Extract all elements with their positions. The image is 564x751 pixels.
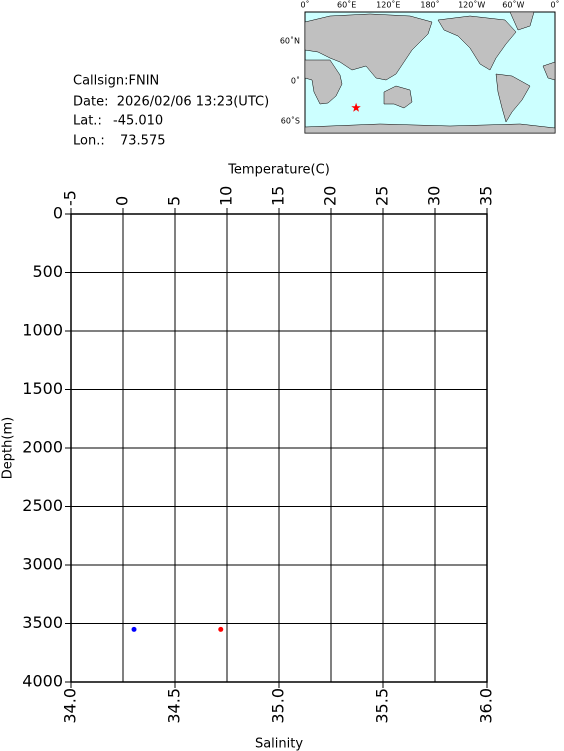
antarctica xyxy=(304,123,556,134)
map-lon-label: 180˚ xyxy=(420,0,439,10)
africa xyxy=(304,59,343,105)
south-america xyxy=(495,73,531,123)
y-tick-label: 3000 xyxy=(22,555,63,574)
x-tick-label: 36.0 xyxy=(477,688,496,724)
map-lat-label: 60˚N xyxy=(280,35,300,45)
x-tick-label: 35.5 xyxy=(373,688,392,724)
x-axis-title: Salinity xyxy=(255,737,303,751)
map-labels: 0˚ 60˚E 120˚E 180˚ 120˚W 60˚W 0˚ 60˚N 0˚ 60˚S xyxy=(280,0,560,126)
map-lon-label: 0˚ xyxy=(550,0,559,10)
map-lon-label: 120˚W xyxy=(458,0,485,10)
y-tick-label: 3500 xyxy=(22,613,63,632)
data-point xyxy=(131,626,137,632)
lat: -45.010 xyxy=(113,114,163,129)
y-tick-label: 2500 xyxy=(22,496,63,515)
lon-label: Lon.: xyxy=(73,134,105,149)
y-tick-label: 2000 xyxy=(22,438,63,457)
x2-tick-label: -5 xyxy=(61,190,80,206)
map: 0˚ 60˚E 120˚E 180˚ 120˚W 60˚W 0˚ 60˚N 0˚ 60˚S xyxy=(280,0,560,134)
greenland xyxy=(509,11,535,31)
y-axis-title: Depth(m) xyxy=(1,417,16,479)
plot-frame xyxy=(70,213,488,683)
x-tick-label: 35.0 xyxy=(269,688,288,724)
map-lon-label: 120˚E xyxy=(376,0,400,10)
y-tick-label: 500 xyxy=(32,262,63,281)
x2-tick-label: 15 xyxy=(269,186,288,206)
map-lat-label: 60˚S xyxy=(281,116,300,126)
y-tick-label: 4000 xyxy=(22,672,63,691)
x-tick-label: 34.0 xyxy=(61,688,80,724)
north-america xyxy=(437,15,517,71)
x2-tick-label: 30 xyxy=(425,186,444,206)
map-lon-label: 60˚W xyxy=(502,0,524,10)
x2-tick-label: 25 xyxy=(373,186,392,206)
x2-axis-title: Temperature(C) xyxy=(227,163,330,178)
australia xyxy=(383,85,413,109)
y-tick-label: 0 xyxy=(53,204,63,223)
x2-tick-label: 0 xyxy=(113,196,132,206)
x2-tick-label: 20 xyxy=(321,186,340,206)
x-tick-label: 34.5 xyxy=(165,688,184,724)
y-tick-label: 1500 xyxy=(22,379,63,398)
lon: 73.575 xyxy=(120,134,166,149)
lat-label: Lat.: xyxy=(73,114,102,129)
x2-tick-label: 10 xyxy=(217,186,236,206)
africa-west xyxy=(542,61,556,81)
map-lat-label: 0˚ xyxy=(291,76,300,86)
map-lon-label: 0˚ xyxy=(300,0,309,10)
eurasia xyxy=(304,13,433,81)
y-tick-label: 1000 xyxy=(22,321,63,340)
continents xyxy=(304,11,556,134)
x2-tick-label: 5 xyxy=(165,196,184,206)
x2-tick-label: 35 xyxy=(477,186,496,206)
date: Date: 2026/02/06 13:23(UTC) xyxy=(73,95,269,110)
map-lon-label: 60˚E xyxy=(337,0,356,10)
station-star xyxy=(351,102,361,112)
data-point xyxy=(218,626,224,632)
callsign: Callsign:FNIN xyxy=(73,74,159,89)
